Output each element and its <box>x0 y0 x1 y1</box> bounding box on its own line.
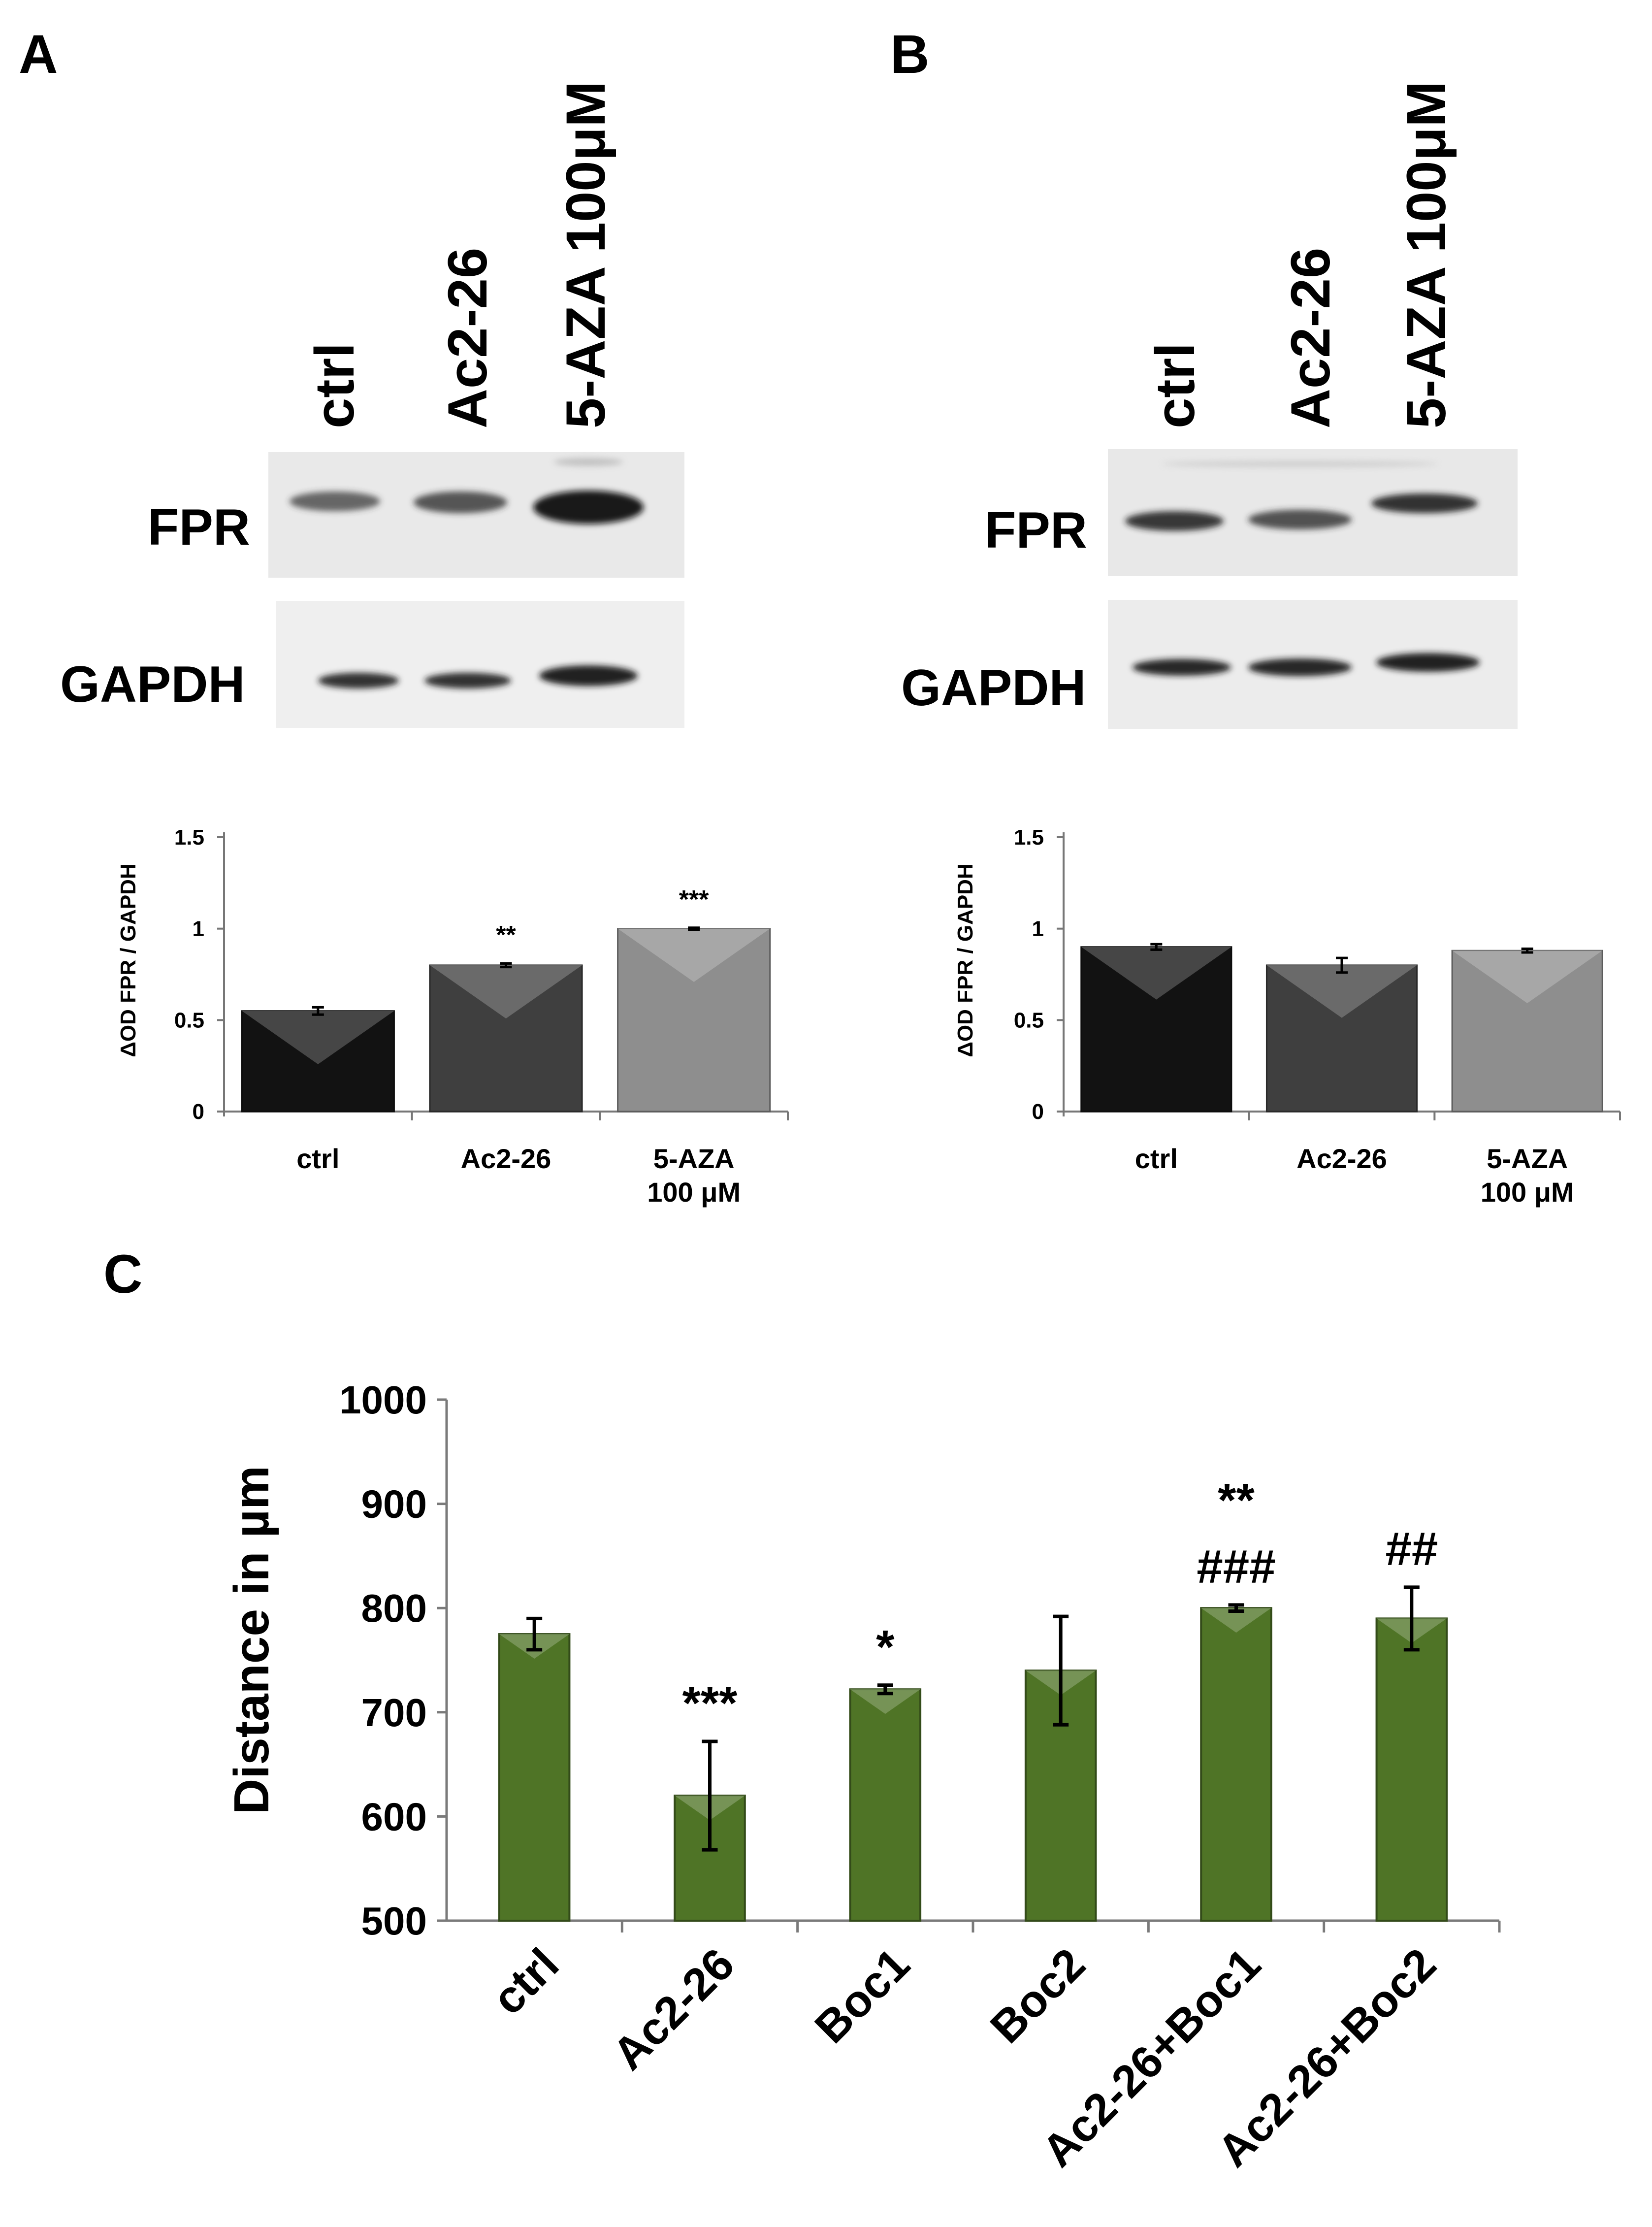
gapdh-bands <box>1133 653 1480 676</box>
y-tick-label: 700 <box>361 1691 427 1735</box>
x-category-label: ctrl <box>483 1939 568 2024</box>
fpr-band-ctrl <box>1125 511 1224 531</box>
bar <box>1200 1607 1272 1922</box>
bar-highlight <box>850 1689 921 1714</box>
x-category-label: Ac2-26 <box>1296 1143 1387 1174</box>
bar-highlight <box>429 965 583 1019</box>
protein-label-fpr: FPR <box>985 502 1087 559</box>
y-tick-label: 1 <box>193 917 204 941</box>
gapdh-band-5-aza <box>539 665 638 686</box>
bar-chart-c: Distance in µm 5006007008009001000ctrl**… <box>224 1378 1501 2177</box>
fpr-band-5-aza <box>533 491 644 524</box>
y-tick-label: 0.5 <box>1014 1008 1044 1032</box>
fpr-band-ctrl <box>290 491 380 511</box>
protein-label-gapdh: GAPDH <box>901 659 1086 717</box>
lane-label: Ac2-26 <box>1280 248 1341 428</box>
western-blot-a: ctrl Ac2-26 5-AZA 100μM FPR GAPDH <box>60 81 684 728</box>
fpr-bands <box>1125 461 1478 531</box>
bar-highlight <box>1081 947 1231 1000</box>
bar-highlight <box>1201 1608 1271 1633</box>
x-category-label: 100 μM <box>647 1177 741 1208</box>
panel-label-c: C <box>103 1244 142 1305</box>
y-tick-label: 1.5 <box>174 825 204 850</box>
significance-label: *** <box>682 1677 738 1730</box>
chart-c-plot: 500 600 700 800 900 1000 ctrl *** Ac2-26 * Boc1 Boc… <box>339 1378 1501 2177</box>
x-category-label: 5-AZA <box>653 1143 735 1174</box>
gapdh-band-ctrl <box>318 673 399 688</box>
gapdh-band-5-aza <box>1376 653 1480 672</box>
significance-label: * <box>876 1621 895 1673</box>
y-tick-label: 900 <box>361 1482 427 1526</box>
bar-chart-b: ΔOD FPR / GAPDH 0 0.5 1 1.5 ctrl Ac2-26 5-AZA1… <box>953 825 1621 1208</box>
y-tick-label: 500 <box>361 1899 427 1943</box>
lane-label: ctrl <box>1144 343 1206 428</box>
bar-chart-a: ΔOD FPR / GAPDH 0 0.5 1 1.5 ctrl ** Ac2-26 *** 5… <box>116 825 789 1208</box>
protein-label-gapdh: GAPDH <box>60 656 245 713</box>
bar-highlight <box>1266 965 1417 1018</box>
gapdh-band-ac2-26 <box>1248 658 1352 676</box>
y-tick-label: 1000 <box>339 1378 427 1422</box>
bar-highlight <box>1452 950 1603 1004</box>
y-axis-label: ΔOD FPR / GAPDH <box>953 863 977 1057</box>
fpr-faint-band <box>1162 461 1438 467</box>
lane-label: 5-AZA 100μM <box>1395 81 1457 428</box>
y-tick-label: 1 <box>1032 917 1044 941</box>
y-axis-label: ΔOD FPR / GAPDH <box>116 863 140 1057</box>
lane-label: ctrl <box>304 343 365 428</box>
x-category-label: ctrl <box>296 1143 339 1174</box>
bar <box>498 1633 571 1922</box>
gapdh-band-ctrl <box>1133 659 1231 676</box>
y-tick-label: 0.5 <box>174 1008 204 1032</box>
panel-label-b: B <box>890 24 929 85</box>
y-axis-label: Distance in µm <box>224 1466 279 1814</box>
y-tick-label: 1.5 <box>1014 825 1044 850</box>
gapdh-band-ac2-26 <box>424 673 511 688</box>
x-category-label: Ac2-26 <box>603 1939 744 2079</box>
x-category-label: Boc1 <box>806 1939 919 2053</box>
significance-label: ** <box>1218 1474 1255 1527</box>
gapdh-membrane <box>276 601 684 728</box>
bar-highlight <box>242 1011 394 1064</box>
fpr-band-5-aza <box>1371 493 1478 513</box>
y-tick-label: 0 <box>193 1100 204 1124</box>
significance-label: ** <box>496 921 516 950</box>
fpr-band-ac2-26 <box>414 491 507 513</box>
bar <box>849 1688 922 1922</box>
fpr-band-ac2-26 <box>1248 510 1352 529</box>
bar <box>1375 1617 1448 1922</box>
lane-label: Ac2-26 <box>437 248 498 428</box>
gapdh-bands <box>318 665 638 688</box>
y-tick-label: 800 <box>361 1586 427 1630</box>
lane-label: 5-AZA 100μM <box>555 81 616 428</box>
western-blot-b: ctrl Ac2-26 5-AZA 100μM FPR GAPDH <box>901 81 1518 729</box>
fpr-faint-band-5-aza <box>554 458 623 466</box>
x-category-label: 100 μM <box>1481 1177 1574 1208</box>
x-category-label: 5-AZA <box>1487 1143 1568 1174</box>
significance-label: *** <box>679 885 709 914</box>
significance-label: ### <box>1197 1540 1275 1593</box>
x-category-label: Boc2 <box>981 1939 1095 2053</box>
bar-highlight <box>617 928 770 982</box>
x-category-label: Ac2-26 <box>461 1143 551 1174</box>
y-tick-label: 600 <box>361 1795 427 1838</box>
y-tick-label: 0 <box>1032 1100 1044 1124</box>
x-category-label: ctrl <box>1135 1143 1178 1174</box>
panel-label-a: A <box>19 24 58 85</box>
protein-label-fpr: FPR <box>148 499 250 556</box>
significance-label: ## <box>1385 1523 1438 1575</box>
fpr-bands <box>290 458 644 524</box>
